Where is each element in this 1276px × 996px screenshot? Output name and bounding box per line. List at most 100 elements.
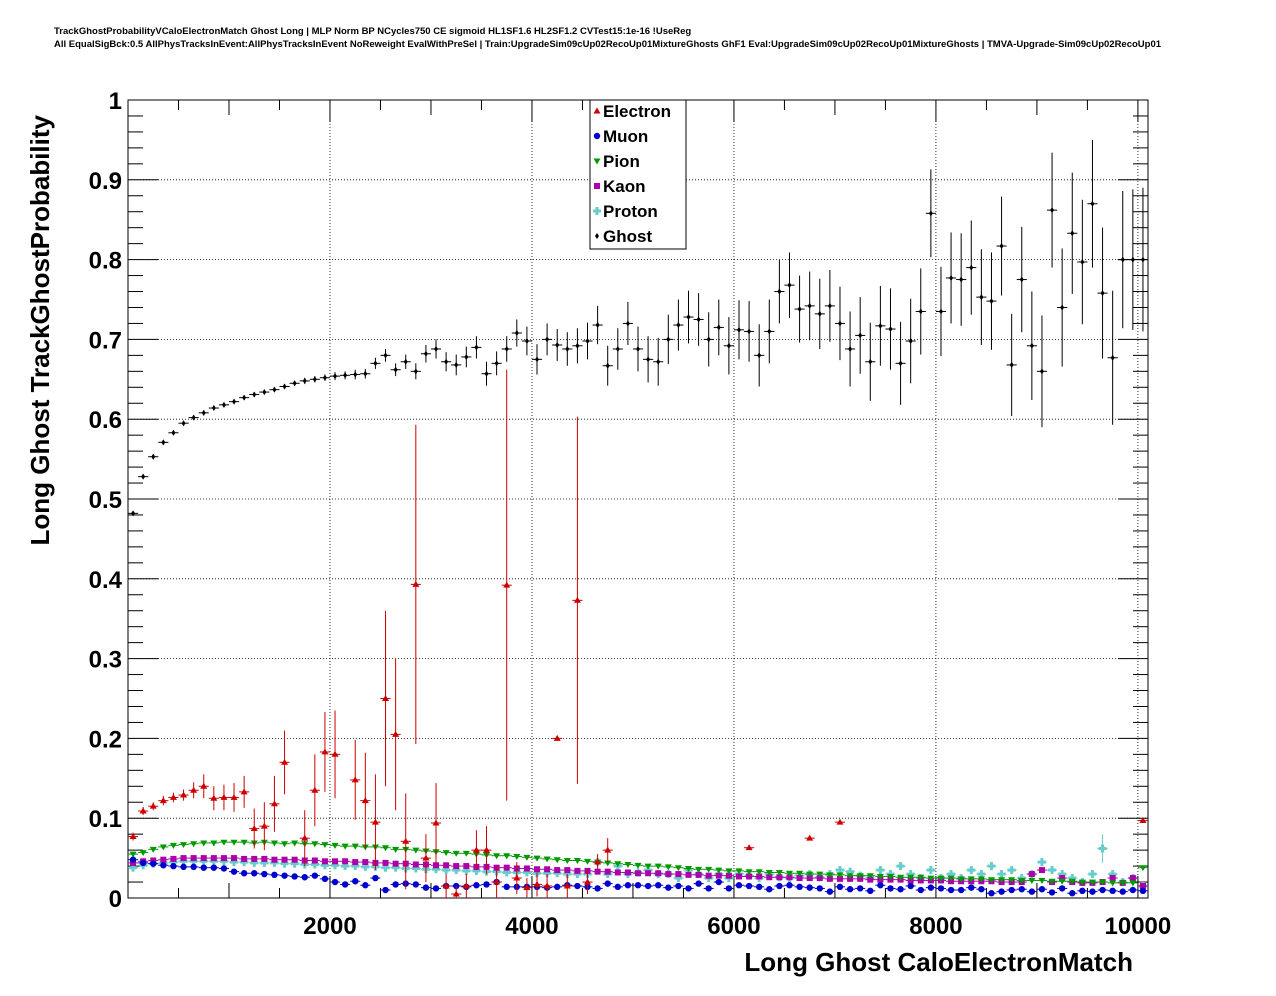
data-point [333, 373, 338, 380]
data-point [836, 872, 844, 879]
data-point [806, 884, 813, 891]
data-point [826, 888, 834, 895]
data-point [230, 858, 239, 867]
data-point [221, 401, 226, 408]
data-point [230, 793, 238, 800]
data-point [646, 356, 651, 363]
data-point [1069, 890, 1076, 897]
data-point-v [848, 867, 852, 876]
data-point [967, 866, 976, 875]
data-point [141, 473, 146, 480]
legend-label-muon: Muon [603, 127, 648, 146]
data-point [160, 856, 167, 863]
data-point [938, 308, 943, 315]
data-point [575, 342, 580, 349]
data-point [826, 872, 834, 879]
data-point-v [384, 863, 388, 872]
data-point [947, 875, 955, 882]
data-point [452, 850, 460, 857]
data-point [777, 288, 782, 295]
data-point [654, 882, 662, 889]
data-point [1108, 870, 1117, 879]
legend-marker-ghost [595, 233, 599, 239]
data-point [624, 869, 631, 876]
data-point [412, 580, 420, 587]
data-point-v [1060, 870, 1064, 879]
data-point-v [262, 858, 266, 867]
data-point [341, 881, 349, 888]
y-tick-label: 0.1 [89, 806, 122, 833]
data-point-v [353, 862, 357, 871]
data-point [786, 882, 793, 889]
data-point [553, 857, 561, 864]
data-point [472, 866, 481, 875]
data-point-v [242, 858, 246, 867]
data-point [1059, 875, 1066, 882]
data-point [695, 866, 703, 873]
data-point [696, 316, 701, 323]
data-point [625, 320, 630, 327]
data-point [666, 336, 671, 343]
data-point [371, 818, 379, 825]
data-point [604, 880, 611, 887]
data-point [949, 274, 954, 281]
data-point [280, 859, 289, 868]
data-point-v [505, 868, 509, 877]
data-point [1058, 878, 1066, 885]
legend-label-proton: Proton [603, 202, 658, 221]
data-point [1140, 256, 1145, 263]
y-tick-label: 0.9 [89, 168, 122, 195]
data-point [876, 866, 885, 875]
data-point [432, 819, 440, 826]
data-point [897, 874, 905, 881]
data-point [544, 866, 551, 873]
data-point [321, 842, 329, 849]
data-point [1028, 871, 1035, 878]
data-point [827, 302, 832, 309]
data-point [656, 358, 661, 365]
data-point [947, 886, 955, 894]
data-point [695, 871, 702, 878]
data-point [513, 874, 521, 881]
data-point [180, 842, 188, 849]
data-point [1028, 888, 1036, 895]
data-point [553, 869, 562, 878]
legend-marker-muon [593, 132, 601, 140]
data-point [392, 860, 399, 867]
data-point [766, 886, 773, 893]
data-point [252, 391, 257, 398]
data-point [301, 874, 308, 881]
data-point [1090, 200, 1095, 207]
data-point [664, 864, 672, 871]
data-point [755, 883, 763, 891]
legend-label-electron: Electron [603, 102, 671, 121]
data-point-v [252, 858, 256, 867]
data-point-v [525, 868, 529, 877]
data-point-v [878, 866, 882, 875]
data-point [219, 857, 228, 866]
data-point [684, 866, 692, 872]
data-point [957, 876, 965, 883]
data-point [624, 862, 632, 868]
x-tick-label: 8000 [909, 913, 962, 940]
data-point [876, 874, 884, 880]
data-point [1050, 207, 1055, 214]
data-point [605, 362, 610, 369]
data-point [565, 345, 570, 352]
data-point [787, 282, 792, 289]
data-point [604, 860, 612, 867]
data-point [604, 846, 612, 853]
data-point [968, 884, 975, 891]
data-point [776, 874, 783, 881]
data-point [454, 361, 459, 368]
data-point [745, 844, 753, 851]
data-point [523, 865, 530, 872]
data-point [898, 360, 903, 367]
data-point [129, 856, 137, 863]
data-point [232, 398, 237, 405]
data-point-v [182, 857, 186, 866]
y-tick-label: 0.2 [89, 726, 122, 753]
data-point [594, 868, 601, 875]
data-point [341, 843, 349, 850]
data-point [352, 859, 359, 866]
